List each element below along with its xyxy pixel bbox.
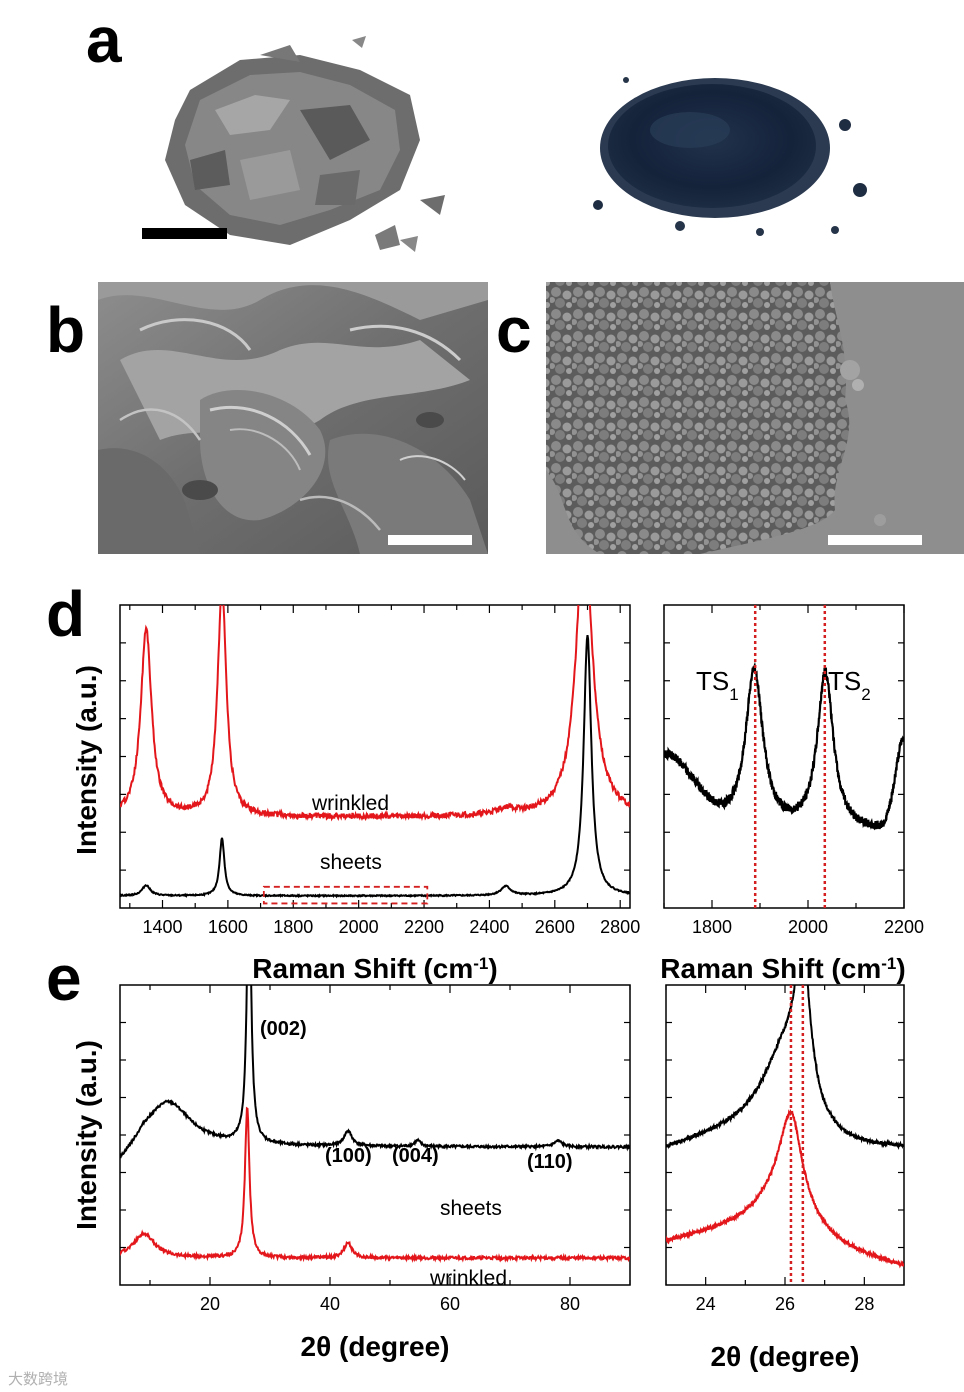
peak-label-004: (004) bbox=[392, 1145, 439, 1167]
annotation-ts1: TS1 bbox=[696, 666, 739, 704]
annotation-ts2: TS2 bbox=[828, 666, 871, 704]
peak-label-110: (110) bbox=[527, 1151, 573, 1173]
panel-label-d: d bbox=[46, 578, 85, 650]
x-tick-label: 60 bbox=[440, 1294, 460, 1314]
x-tick-label: 20 bbox=[200, 1294, 220, 1314]
peak-label-100: (100) bbox=[325, 1145, 372, 1167]
x-tick-label: 2400 bbox=[469, 917, 509, 937]
label-sheets-e: sheets bbox=[440, 1197, 502, 1220]
series-line-e-wrinkled bbox=[120, 1106, 630, 1264]
xlabel-e: 2θ (degree) bbox=[301, 1331, 450, 1362]
x-tick-label: 40 bbox=[320, 1294, 340, 1314]
chart-d-inset: 1800 2000 2200 TS1 TS2 Raman Shift (cm-1) bbox=[660, 604, 924, 984]
x-tick-label: 80 bbox=[560, 1294, 580, 1314]
scale-bar-c bbox=[828, 535, 922, 545]
x-tick-label: 28 bbox=[854, 1294, 874, 1314]
scale-bar-b bbox=[388, 535, 472, 545]
chart-d-main: 1400 1600 1800 2000 2200 2400 2600 2800 wrinkle… bbox=[71, 604, 640, 984]
label-wrinkled-d: wrinkled bbox=[311, 792, 389, 815]
label-sheets-d: sheets bbox=[320, 851, 382, 874]
series-line-e-inset-wrinkled bbox=[666, 1108, 904, 1269]
panel-label-b: b bbox=[46, 294, 85, 366]
x-tick-label: 1800 bbox=[273, 917, 313, 937]
x-tick-label: 2200 bbox=[404, 917, 444, 937]
x-tick-label: 2000 bbox=[339, 917, 379, 937]
panel-label-a: a bbox=[86, 4, 122, 76]
xlabel-d-inset: Raman Shift (cm-1) bbox=[660, 953, 905, 984]
x-ticks-e: 20 40 60 80 bbox=[120, 985, 631, 1314]
photo-graphite-flakes bbox=[165, 36, 445, 252]
x-tick-label: 2000 bbox=[788, 917, 828, 937]
x-tick-label: 2600 bbox=[535, 917, 575, 937]
guide-lines-e-inset bbox=[789, 985, 805, 1285]
panel-label-e: e bbox=[46, 942, 82, 1014]
x-tick-label: 24 bbox=[696, 1294, 716, 1314]
x-tick-label: 2200 bbox=[884, 917, 924, 937]
guide-lines-d-inset bbox=[753, 605, 827, 908]
photo-wrinkled-powder bbox=[593, 77, 867, 236]
sem-image-wrinkled bbox=[546, 282, 964, 554]
ylabel-e: Intensity (a.u.) bbox=[71, 1040, 102, 1230]
x-tick-label: 2800 bbox=[600, 917, 640, 937]
ylabel-d: Intensity (a.u.) bbox=[71, 665, 102, 855]
scale-bar-a bbox=[142, 228, 227, 239]
peak-label-002: (002) bbox=[260, 1018, 307, 1040]
plot-frame-d-inset bbox=[663, 604, 905, 909]
series-line-e-sheets bbox=[120, 985, 630, 1159]
x-tick-label: 1400 bbox=[142, 917, 182, 937]
x-tick-label: 1600 bbox=[208, 917, 248, 937]
watermark: 大数跨境 bbox=[8, 1370, 68, 1388]
x-ticks-d-inset: 1800 2000 2200 bbox=[663, 605, 924, 937]
xlabel-e-inset: 2θ (degree) bbox=[711, 1341, 860, 1372]
chart-e-main: 20 40 60 80 (002) (100) (004) (110) sheets … bbox=[71, 984, 631, 1362]
panel-label-c: c bbox=[496, 294, 532, 366]
sem-image-sheets bbox=[98, 282, 488, 554]
x-ticks-d: 1400 1600 1800 2000 2200 2400 2600 2800 bbox=[120, 605, 640, 937]
series-line-d-wrinkled bbox=[120, 605, 630, 822]
plot-frame-e bbox=[119, 984, 631, 1286]
series-line-d-sheets bbox=[120, 634, 630, 899]
chart-e-inset: 24 26 28 2θ (degree) bbox=[665, 984, 905, 1372]
x-tick-label: 1800 bbox=[692, 917, 732, 937]
label-wrinkled-e: wrinkled bbox=[429, 1267, 507, 1290]
x-tick-label: 26 bbox=[775, 1294, 795, 1314]
zoom-region-box bbox=[262, 885, 429, 905]
x-ticks-e-inset: 24 26 28 bbox=[665, 985, 905, 1314]
series-line-e-inset-sheets bbox=[666, 985, 904, 1150]
series-line-d-inset bbox=[664, 661, 904, 831]
xlabel-d: Raman Shift (cm-1) bbox=[252, 953, 497, 984]
